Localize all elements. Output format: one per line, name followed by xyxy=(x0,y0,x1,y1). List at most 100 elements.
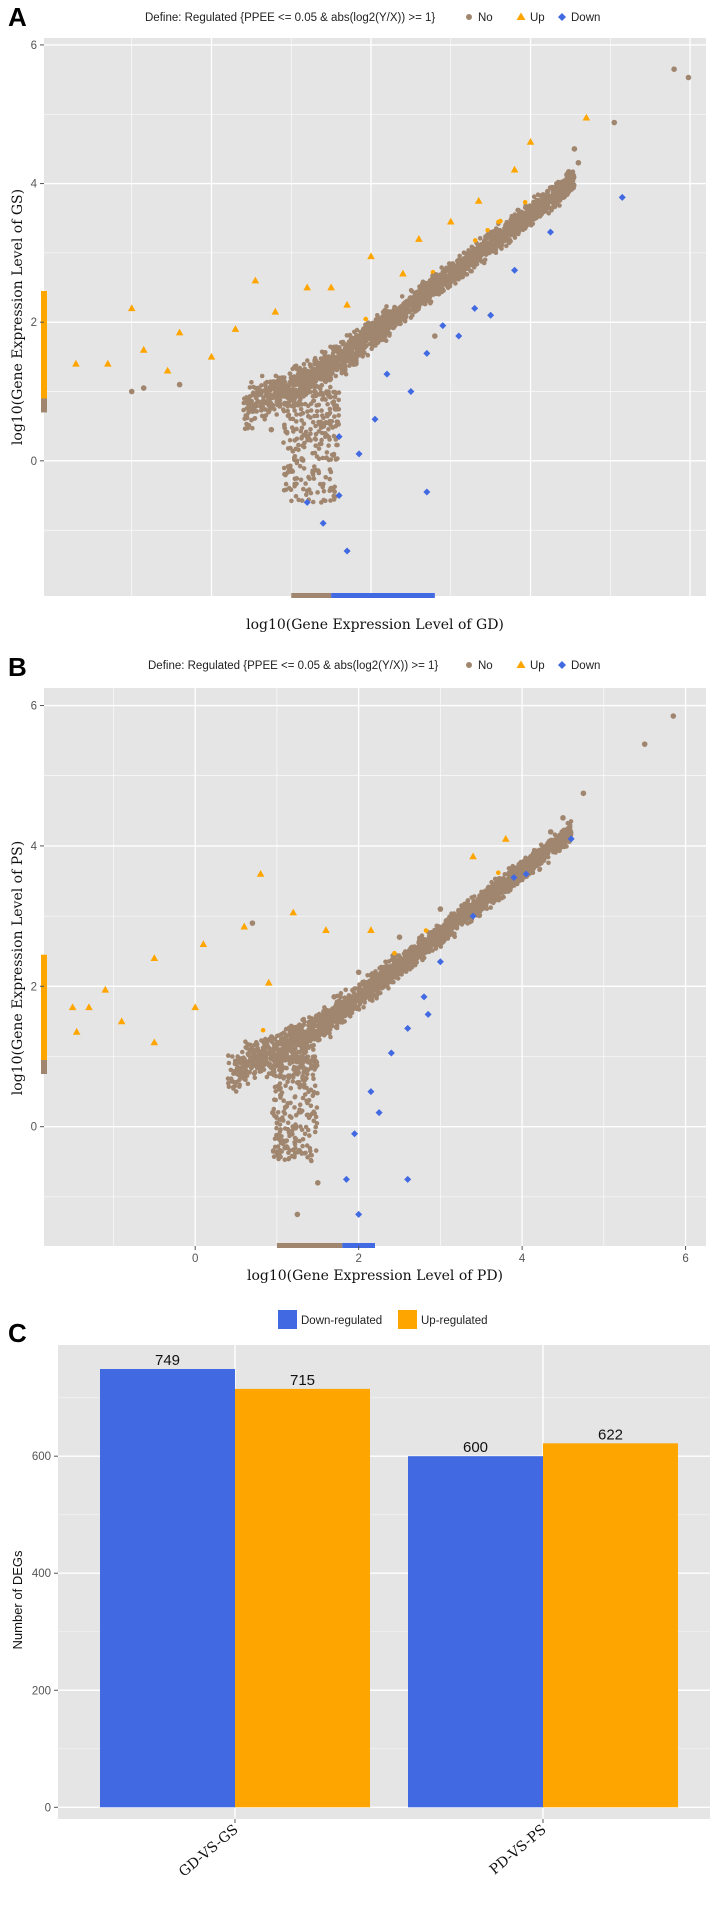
plot-a-cloud-point xyxy=(384,314,390,320)
plot-a-cloud-point xyxy=(305,358,310,363)
plot-a-cloud-point xyxy=(426,280,431,286)
legend-a-up-symbol xyxy=(516,12,526,20)
plot-a-tail-point xyxy=(281,487,287,493)
plot-a-tail-point xyxy=(304,492,309,498)
plot-a-cloud-point xyxy=(339,367,345,372)
plot-a-cloud-point xyxy=(263,413,269,418)
plot-a-cloud-point xyxy=(252,416,258,421)
plot-a-tail-point xyxy=(327,467,333,472)
plot-a-tail-point xyxy=(313,423,318,429)
plot-a-cloud-point xyxy=(366,320,371,326)
plot-a-cloud-point xyxy=(399,294,405,299)
plot-a-tail-point xyxy=(315,490,320,495)
plot-a-tail-point xyxy=(323,475,329,480)
plot-a-cloud-point xyxy=(536,208,542,214)
plot-a-cloud-point xyxy=(261,395,266,400)
plot-a-tail-point xyxy=(294,412,299,417)
plot-b-cloud-point xyxy=(226,1060,232,1066)
plot-a-tail-point xyxy=(299,434,305,440)
plot-a-cloud-point xyxy=(272,387,278,392)
plot-a-cloud-point xyxy=(507,229,513,235)
plot-a-cloud-point xyxy=(323,379,329,385)
plot-a-cloud-point xyxy=(420,279,426,285)
plot-a-tail-point xyxy=(307,476,312,482)
plot-a-gridlines xyxy=(44,38,706,596)
plot-a-cloud-point xyxy=(315,384,321,390)
plot-a-point-no xyxy=(571,146,578,152)
plot-a-cloud-point xyxy=(398,315,403,320)
plot-a-tail-point xyxy=(320,397,325,402)
plot-a-cloud-point xyxy=(535,192,541,197)
plot-a-bottom-band xyxy=(331,593,435,598)
plot-b-cloud-point xyxy=(496,870,501,875)
plot-b-cloud-point xyxy=(228,1067,234,1073)
plot-a-tail-point xyxy=(301,486,306,492)
plot-a-left-band xyxy=(41,291,47,399)
plot-a-cloud-point xyxy=(359,340,364,346)
plot-a-cloud-point xyxy=(271,381,277,387)
plot-a-tail-point xyxy=(323,455,329,461)
plot-a-tail-point xyxy=(299,425,305,431)
plot-a-point-no xyxy=(140,385,147,391)
plot-a-cloud-point xyxy=(450,261,456,266)
plot-b-cloud-point xyxy=(260,1027,266,1033)
plot-a-tail-point xyxy=(308,438,313,443)
plot-a-cloud-point xyxy=(333,358,339,363)
plot-a-cloud-point xyxy=(301,361,307,367)
plot-a-tail-point xyxy=(321,497,326,503)
plot-a-cloud-point xyxy=(321,357,327,362)
plot-a-cloud-point xyxy=(371,340,376,345)
plot-b-cloud-point xyxy=(533,848,538,853)
plot-b-cloud-point xyxy=(307,1015,312,1020)
plot-a-cloud-point xyxy=(276,401,281,406)
plot-a-cloud-point xyxy=(257,387,263,393)
plot-a-tail-point xyxy=(294,436,300,442)
plot-a-cloud-point xyxy=(247,394,253,399)
legend-b-up-symbol xyxy=(516,660,526,668)
plot-a-tail-point xyxy=(331,399,337,404)
plot-b-cloud-point xyxy=(447,932,452,938)
plot-a-tail-point xyxy=(283,481,289,487)
plot-a-point-no xyxy=(328,485,334,492)
panel-a: A Define: Regulated {PPEE <= 0.05 & abs(… xyxy=(8,2,706,633)
plot-a-cloud-point xyxy=(568,173,574,179)
plot-a-cloud-point xyxy=(397,321,403,327)
plot-a-cloud-point xyxy=(462,250,467,256)
plot-b-cloud-point xyxy=(237,1084,242,1089)
plot-a-tail-point xyxy=(294,419,299,424)
plot-a-cloud-point xyxy=(522,226,528,231)
plot-a-cloud-point xyxy=(347,363,352,368)
plot-a-cloud-point xyxy=(290,366,296,372)
plot-a-cloud-point xyxy=(510,220,516,226)
plot-a-cloud-point xyxy=(247,385,253,390)
plot-a-x-title: log10(Gene Expression Level of GD) xyxy=(246,617,504,633)
plot-a-cloud-point xyxy=(515,222,520,227)
plot-b-cloud-point xyxy=(472,894,477,899)
plot-a-ytick-label: 2 xyxy=(31,317,37,329)
plot-a-cloud-point xyxy=(360,354,366,359)
plot-a-cloud-point xyxy=(509,213,515,219)
plot-a-cloud-point xyxy=(342,350,348,356)
plot-a-cloud-point xyxy=(244,413,249,418)
plot-a-tail-point xyxy=(317,392,322,397)
plot-a-cloud-point xyxy=(436,291,442,297)
plot-a-cloud-point xyxy=(444,283,449,288)
plot-a-cloud-point xyxy=(528,223,534,228)
plot-a-cloud-point xyxy=(370,320,375,326)
plot-a-tail-point xyxy=(297,463,303,469)
plot-b-cloud-point xyxy=(392,950,397,956)
plot-a-cloud-point xyxy=(321,368,327,374)
plot-a-tail-point xyxy=(296,447,301,453)
plot-a-cloud-point xyxy=(317,374,323,380)
panel-letter-a: A xyxy=(8,2,27,32)
plot-a-point-no xyxy=(312,374,318,381)
plot-a-cloud-point xyxy=(255,398,260,404)
plot-a-bottom-band xyxy=(291,593,332,598)
plot-a-cloud-point xyxy=(532,215,537,220)
plot-a-cloud-point xyxy=(516,207,521,213)
plot-a-cloud-point xyxy=(403,301,409,307)
plot-a-cloud-point xyxy=(426,290,432,295)
plot-a-tail-point xyxy=(298,477,304,483)
plot-a-cloud-point xyxy=(497,228,502,233)
plot-a-cloud-point xyxy=(341,340,346,345)
